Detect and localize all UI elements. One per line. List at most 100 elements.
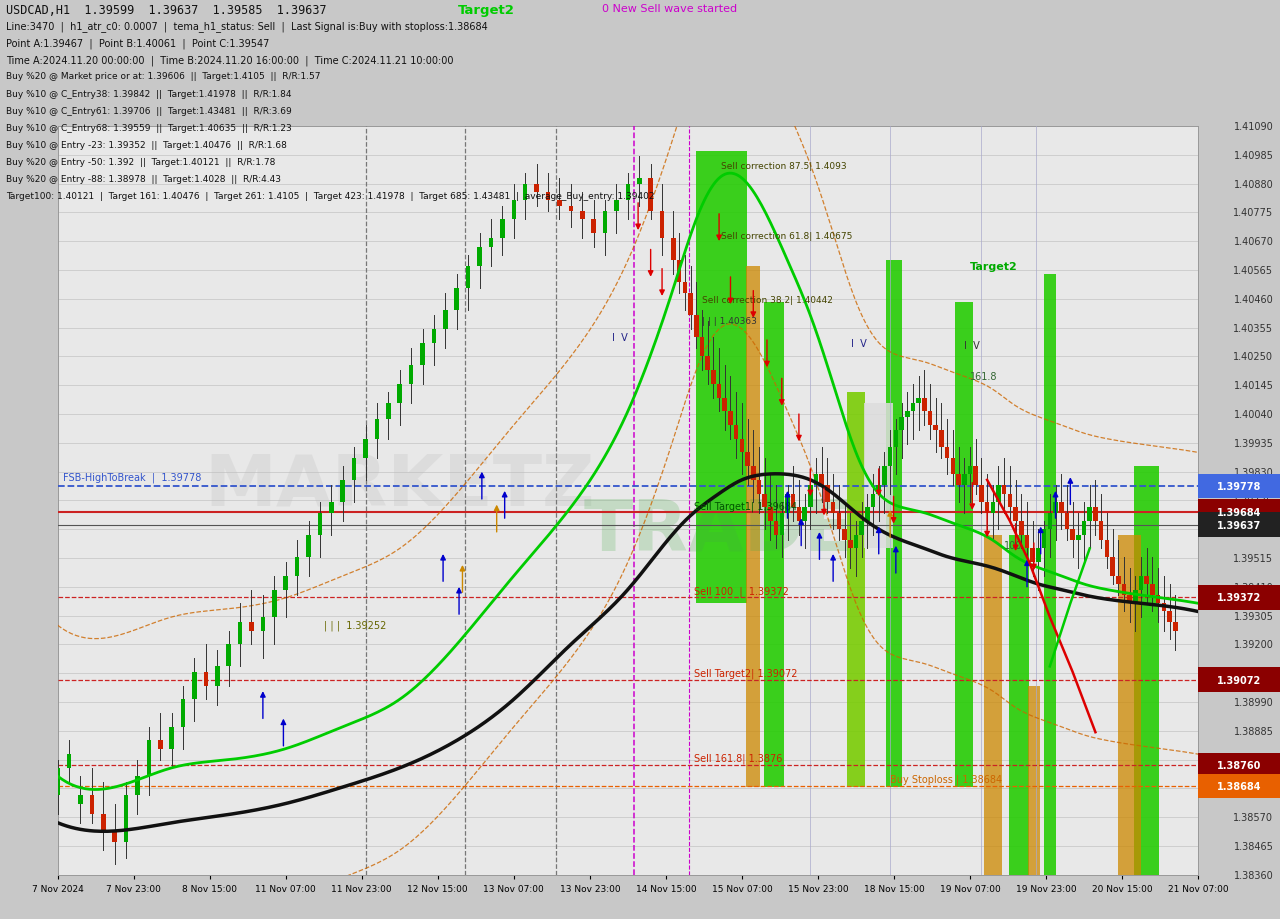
Bar — [940, 431, 943, 448]
Bar — [791, 494, 795, 507]
Bar — [745, 453, 750, 467]
Bar — [192, 672, 197, 699]
Bar — [1036, 549, 1041, 562]
Bar — [1198, 753, 1280, 777]
Bar — [1110, 557, 1115, 576]
Text: I  V: I V — [612, 333, 627, 343]
Bar — [387, 403, 390, 420]
Bar — [1156, 596, 1161, 604]
Text: Time A:2024.11.20 00:00:00  |  Time B:2024.11.20 16:00:00  |  Time C:2024.11.21 : Time A:2024.11.20 00:00:00 | Time B:2024… — [6, 55, 454, 65]
Bar — [1144, 576, 1149, 584]
Text: Buy %20 @ Entry -50: 1.392  ||  Target:1.40121  ||  R/R:1.78: Buy %20 @ Entry -50: 1.392 || Target:1.4… — [6, 158, 275, 167]
Bar — [722, 398, 727, 412]
Text: FSB-HighToBreak  |  1.39778: FSB-HighToBreak | 1.39778 — [63, 472, 202, 482]
Bar — [55, 768, 60, 796]
Bar — [1082, 521, 1087, 535]
Text: 1.40775: 1.40775 — [1234, 208, 1274, 218]
Text: 1.39684: 1.39684 — [1217, 507, 1261, 517]
Bar — [831, 502, 836, 513]
Bar — [900, 417, 904, 431]
Text: Buy %10 @ C_Entry61: 1.39706  ||  Target:1.43481  ||  R/R:3.69: Buy %10 @ C_Entry61: 1.39706 || Target:1… — [6, 107, 292, 116]
Bar — [826, 486, 829, 502]
Text: 1.40040: 1.40040 — [1234, 410, 1274, 420]
Bar — [780, 513, 785, 535]
Bar — [955, 302, 973, 788]
Text: 1.39830: 1.39830 — [1234, 467, 1274, 477]
Bar — [169, 727, 174, 749]
Bar — [1065, 513, 1069, 529]
Bar — [477, 247, 481, 267]
Bar — [626, 185, 630, 201]
Bar — [124, 796, 128, 842]
Bar — [928, 412, 932, 425]
Text: 1.38684: 1.38684 — [1217, 781, 1261, 791]
Bar — [910, 403, 915, 412]
Bar — [273, 590, 276, 618]
Bar — [1014, 507, 1018, 521]
Bar — [700, 338, 704, 357]
Bar — [984, 502, 989, 513]
Text: Buy %20 @ Market price or at: 1.39606  ||  Target:1.4105  ||  R/R:1.57: Buy %20 @ Market price or at: 1.39606 ||… — [6, 73, 321, 81]
Bar — [1198, 500, 1280, 525]
Bar — [568, 206, 573, 211]
Text: Buy %10 @ C_Entry38: 1.39842  ||  Target:1.41978  ||  R/R:1.84: Buy %10 @ C_Entry38: 1.39842 || Target:1… — [6, 89, 292, 98]
Bar — [1172, 623, 1178, 631]
Bar — [180, 699, 186, 727]
Bar — [877, 486, 881, 494]
Bar — [1198, 474, 1280, 499]
Text: 1.40145: 1.40145 — [1234, 380, 1274, 391]
Bar — [408, 365, 413, 384]
Text: 1.38990: 1.38990 — [1234, 698, 1274, 708]
Bar — [847, 392, 865, 788]
Bar — [204, 672, 209, 686]
Bar — [375, 420, 379, 439]
Bar — [398, 384, 402, 403]
Bar — [649, 179, 653, 211]
Text: Target2: Target2 — [970, 261, 1018, 271]
Bar — [78, 796, 83, 803]
Bar — [431, 330, 436, 344]
Bar — [250, 623, 253, 631]
Bar — [864, 403, 893, 549]
Text: USDCAD,H1  1.39599  1.39637  1.39585  1.39637: USDCAD,H1 1.39599 1.39637 1.39585 1.3963… — [6, 4, 326, 17]
Bar — [591, 220, 596, 233]
Text: 1.39200: 1.39200 — [1234, 640, 1274, 650]
Text: 1.39935: 1.39935 — [1234, 438, 1274, 448]
Bar — [886, 261, 901, 788]
Bar — [1121, 584, 1126, 596]
Bar — [677, 261, 681, 283]
Bar — [306, 535, 311, 557]
Bar — [1134, 467, 1160, 875]
Text: 1.41090: 1.41090 — [1234, 122, 1274, 131]
Bar — [705, 357, 710, 370]
Bar — [1093, 507, 1098, 521]
Bar — [524, 185, 527, 201]
Bar — [227, 645, 230, 666]
Bar — [746, 267, 760, 788]
Bar — [951, 459, 955, 475]
Text: 1.38760: 1.38760 — [1217, 760, 1261, 770]
Text: 1.38780: 1.38780 — [1234, 754, 1274, 765]
Text: I  V: I V — [851, 338, 867, 348]
Bar — [1119, 535, 1140, 875]
Text: 1.39515: 1.39515 — [1234, 553, 1274, 563]
Bar — [728, 412, 732, 425]
Text: 1.38675: 1.38675 — [1234, 784, 1274, 794]
Text: 1.40670: 1.40670 — [1234, 237, 1274, 247]
Bar — [859, 521, 864, 535]
Bar — [865, 507, 869, 521]
Bar — [1198, 585, 1280, 610]
Text: 1.40880: 1.40880 — [1234, 179, 1274, 189]
Bar — [364, 439, 367, 459]
Bar — [819, 475, 824, 486]
Bar — [545, 193, 550, 201]
Bar — [1059, 502, 1064, 513]
Bar — [893, 431, 899, 448]
Text: Sell correction 38.2| 1.40442: Sell correction 38.2| 1.40442 — [701, 296, 833, 305]
Bar — [803, 507, 806, 521]
Bar — [1167, 612, 1172, 623]
Bar — [696, 152, 748, 604]
Text: Buy %10 @ C_Entry68: 1.39559  ||  Target:1.40635  ||  R/R:1.23: Buy %10 @ C_Entry68: 1.39559 || Target:1… — [6, 124, 292, 132]
Text: 0 New Sell wave started: 0 New Sell wave started — [602, 4, 737, 14]
Text: Target100: 1.40121  |  Target 161: 1.40476  |  Target 261: 1.4105  |  Target 423: Target100: 1.40121 | Target 161: 1.40476… — [6, 192, 655, 201]
